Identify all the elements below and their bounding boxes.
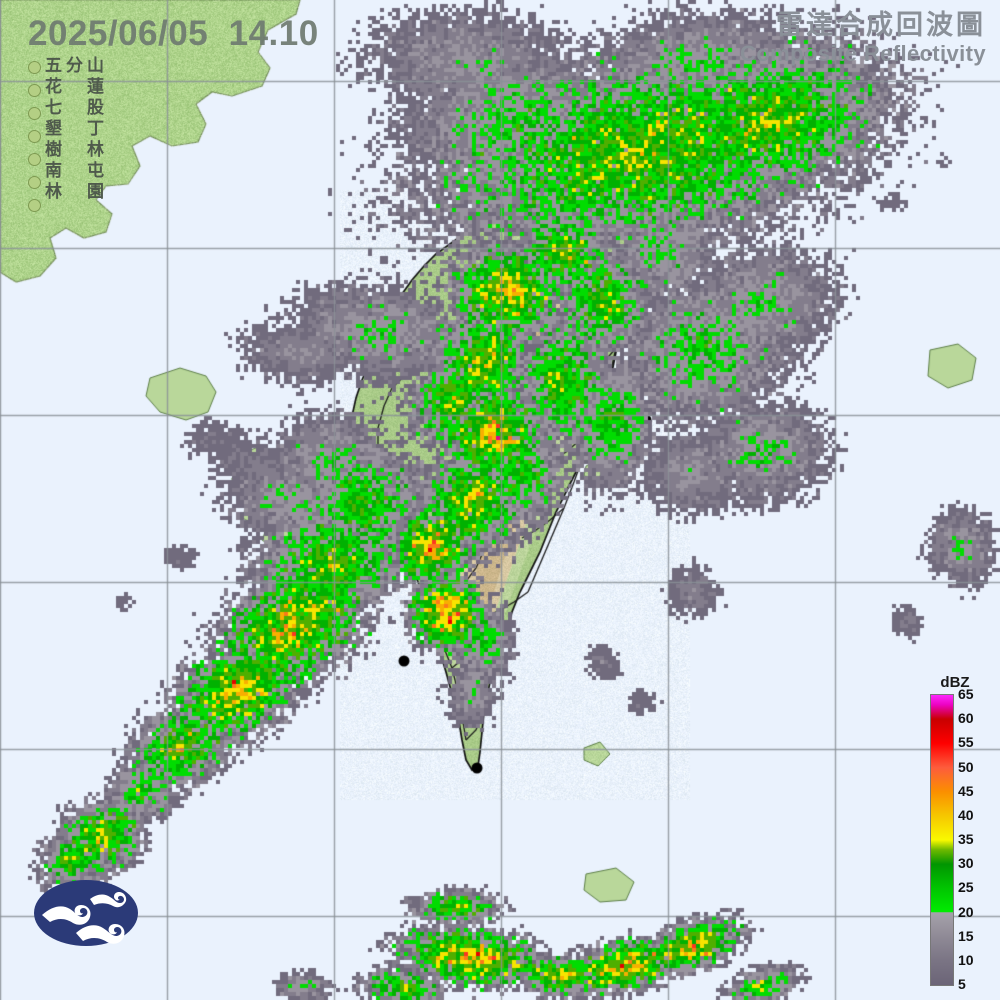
station-char: ・ [66, 98, 83, 119]
station-char: 蓮 [87, 77, 104, 97]
legend-tick-25: 25 [958, 879, 974, 896]
station-char: ・ [66, 119, 83, 140]
legend-tick-65: 65 [958, 686, 974, 702]
station-char: ・ [66, 182, 83, 203]
timestamp-label: 2025/06/05 14.10 [28, 14, 319, 53]
station-bullet-icon [28, 107, 41, 120]
station-char: 七 [45, 98, 62, 118]
page-title-zh: 雷達合成回波圖 [776, 10, 986, 41]
station-column-1: 五花七墾樹南林 [43, 56, 64, 203]
station-bullet-icon [28, 61, 41, 74]
legend-tick-40: 40 [958, 806, 974, 823]
legend-tick-5: 5 [958, 976, 966, 992]
station-column-2: 分・・・・・・ [64, 56, 85, 203]
station-bullet-icon [28, 84, 41, 97]
station-char: 墾 [45, 119, 62, 139]
legend-tick-10: 10 [958, 951, 974, 968]
station-char: 花 [45, 77, 62, 97]
legend-tick-30: 30 [958, 855, 974, 872]
legend-body: 65 60 55 50 45 40 35 30 25 20 15 10 5 [924, 686, 994, 992]
legend-tick-45: 45 [958, 782, 974, 799]
station-bullet-icon [28, 153, 41, 166]
station-bullet-icon [28, 199, 41, 212]
legend-tick-35: 35 [958, 831, 974, 847]
station-column-3: 山蓮股丁林屯園 [85, 56, 106, 203]
station-bullet-icon [28, 130, 41, 143]
legend-unit-label: dBZ [940, 674, 970, 691]
dbz-legend: dBZ 65 60 55 50 45 40 35 30 25 20 15 10 5 [924, 674, 994, 992]
legend-tick-20: 20 [958, 903, 974, 920]
station-char: 林 [87, 140, 104, 160]
station-char: 股 [87, 98, 104, 118]
legend-tick-50: 50 [958, 758, 974, 775]
station-char: 分 [66, 56, 83, 76]
legend-colorbar [930, 694, 954, 986]
legend-tick-55: 55 [958, 734, 974, 751]
station-char: 樹 [45, 140, 62, 160]
station-char: 丁 [87, 119, 104, 139]
station-char: 屯 [87, 161, 104, 181]
station-bullet-column [26, 56, 43, 217]
station-char: 山 [87, 56, 104, 76]
station-char: ・ [66, 140, 83, 161]
legend-tick-15: 15 [958, 927, 974, 944]
station-char: ・ [66, 77, 83, 98]
station-char: 五 [45, 56, 62, 76]
legend-tick-60: 60 [958, 710, 974, 727]
cwa-logo [34, 880, 138, 946]
station-char: 林 [45, 182, 62, 202]
station-bullet-icon [28, 176, 41, 189]
station-char: ・ [66, 161, 83, 182]
title-block: 雷達合成回波圖 Composite Reflectivity [740, 10, 986, 67]
station-char: 園 [87, 182, 104, 202]
station-char: 南 [45, 161, 62, 181]
page-title-en: Composite Reflectivity [740, 41, 986, 67]
